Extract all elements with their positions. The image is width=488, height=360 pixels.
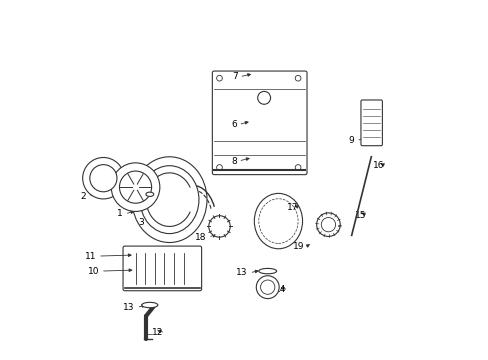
Circle shape [256,276,279,298]
Text: 11: 11 [84,252,96,261]
Circle shape [208,216,230,237]
Circle shape [90,165,117,192]
Ellipse shape [140,166,199,234]
Text: 19: 19 [292,242,304,251]
Circle shape [216,165,222,170]
Text: 15: 15 [354,211,365,220]
Ellipse shape [142,302,158,308]
Text: 2: 2 [81,192,86,201]
Circle shape [82,157,124,199]
Circle shape [216,75,222,81]
Circle shape [295,75,300,81]
Text: 16: 16 [372,161,384,170]
Ellipse shape [145,192,153,197]
Circle shape [119,171,151,203]
FancyBboxPatch shape [212,71,306,175]
Text: 14: 14 [275,285,286,294]
Text: 1: 1 [117,210,123,219]
FancyBboxPatch shape [360,100,382,146]
Text: 12: 12 [152,328,163,337]
Text: 5: 5 [129,195,135,204]
Text: 18: 18 [194,233,206,242]
Circle shape [295,165,300,170]
Text: 3: 3 [139,218,144,227]
Ellipse shape [254,193,302,249]
Text: 7: 7 [231,72,237,81]
Ellipse shape [258,269,276,274]
Text: 4: 4 [170,225,175,234]
Text: 17: 17 [286,203,298,212]
Circle shape [316,213,340,237]
FancyBboxPatch shape [123,246,201,291]
Text: 6: 6 [230,120,236,129]
Circle shape [260,280,274,294]
Circle shape [111,163,160,211]
Circle shape [321,217,335,232]
Text: 13: 13 [123,303,135,312]
Text: 10: 10 [87,267,99,276]
Ellipse shape [132,157,206,243]
Text: 9: 9 [348,136,354,145]
Ellipse shape [258,199,298,243]
Text: 8: 8 [230,157,236,166]
Text: 13: 13 [236,268,247,277]
Circle shape [257,91,270,104]
